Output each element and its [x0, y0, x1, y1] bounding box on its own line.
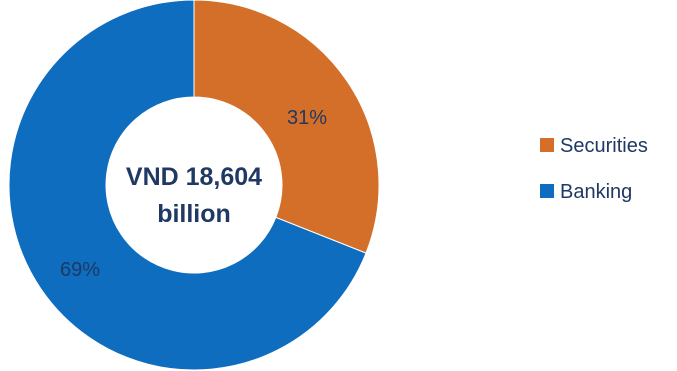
- legend-swatch-banking: [540, 184, 554, 198]
- legend-item-securities: Securities: [540, 135, 648, 157]
- legend-label-securities: Securities: [560, 135, 648, 157]
- slice-labels: 31% 69%: [60, 107, 327, 281]
- donut-slices: [8, 0, 380, 371]
- legend-item-banking: Banking: [540, 181, 632, 203]
- slice-label-securities: 31%: [287, 107, 327, 129]
- center-label: VND 18,604 billion: [126, 163, 262, 228]
- legend-label-banking: Banking: [560, 181, 632, 203]
- legend-swatch-securities: [540, 138, 554, 152]
- center-label-amount: VND 18,604: [126, 163, 262, 191]
- slice-banking: [8, 0, 367, 371]
- center-label-unit: billion: [157, 200, 231, 228]
- slice-securities: [193, 0, 380, 254]
- legend: Securities Banking: [540, 135, 648, 203]
- slice-label-banking: 69%: [60, 259, 100, 281]
